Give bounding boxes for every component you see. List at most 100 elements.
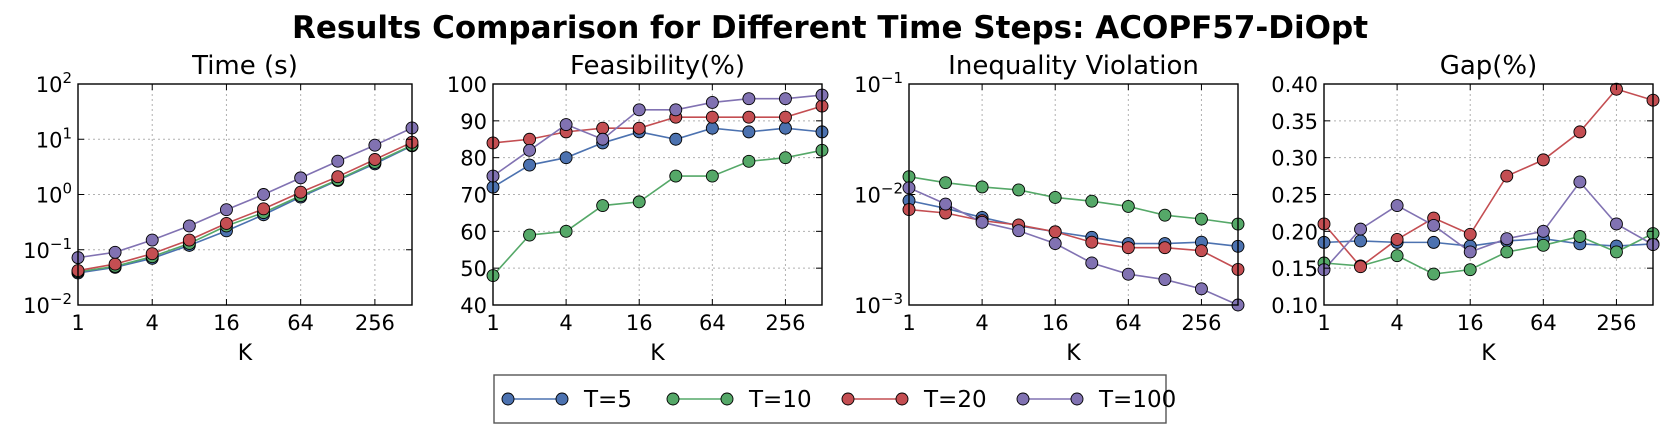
- legend-item-t-100: T=100: [1016, 387, 1176, 413]
- panel-inequality-violation: Inequality Violation 1 4 16 64 256 10−3 10−2 10−…: [854, 51, 1245, 366]
- point-t-100: [182, 219, 196, 233]
- point-t-10: [1048, 191, 1062, 204]
- point-t-20: [108, 257, 122, 271]
- point-t-10: [1158, 208, 1172, 222]
- point-t-20: [778, 110, 792, 124]
- point-t-100: [596, 132, 610, 146]
- point-t-100: [331, 154, 345, 168]
- series-line-t-5: [77, 145, 413, 274]
- point-t-10: [939, 176, 953, 190]
- x-tick-label: 16: [213, 311, 240, 335]
- point-t-100: [1048, 237, 1062, 250]
- y-tick-label: 40: [460, 294, 487, 318]
- point-t-100: [1390, 199, 1404, 213]
- panel-time-s: Time (s) 1 4 16 64 256 10−2 10−1 100 101 102 K: [23, 51, 419, 366]
- x-tick-label: 16: [1042, 311, 1069, 335]
- y-tick-label: 0.35: [1271, 110, 1318, 134]
- x-tick-label: 256: [355, 311, 395, 335]
- point-t-20: [182, 233, 196, 247]
- point-t-5: [523, 158, 537, 172]
- point-t-10: [1573, 230, 1587, 243]
- legend-label: T=10: [748, 387, 812, 413]
- point-t-100: [108, 245, 122, 259]
- point-t-10: [559, 224, 573, 238]
- legend-marker: [841, 392, 855, 406]
- legend-label: T=100: [1098, 387, 1176, 413]
- series-line-t-100: [1323, 180, 1654, 271]
- x-tick-label: 4: [559, 311, 572, 335]
- x-tick-label: 256: [1181, 311, 1221, 335]
- point-t-100: [1354, 222, 1368, 236]
- x-tick-label: 4: [146, 311, 159, 335]
- y-tick-label: 0.20: [1271, 220, 1318, 244]
- point-t-20: [523, 132, 537, 146]
- legend-marker: [555, 392, 569, 406]
- point-t-100: [1536, 224, 1550, 238]
- point-t-10: [1012, 183, 1026, 197]
- point-t-10: [1463, 263, 1477, 277]
- series-line-t-100: [492, 94, 823, 177]
- y-tick-label: 0.10: [1271, 294, 1318, 318]
- series-line-t-20: [492, 105, 823, 144]
- panel-title: Inequality Violation: [948, 51, 1199, 81]
- point-t-5: [669, 132, 683, 146]
- x-axis-label: K: [1066, 341, 1081, 366]
- series-line-t-5: [492, 127, 823, 188]
- point-t-100: [975, 215, 989, 229]
- legend-marker: [895, 392, 909, 406]
- point-t-10: [742, 154, 756, 168]
- y-tick-label: 10−1: [854, 69, 903, 97]
- y-tick-label: 10−3: [854, 290, 903, 318]
- point-t-10: [1609, 245, 1623, 259]
- point-t-20: [294, 185, 308, 199]
- point-t-20: [596, 121, 610, 135]
- x-tick-label: 1: [1317, 311, 1330, 335]
- y-tick-label: 60: [460, 220, 487, 244]
- x-tick-label: 1: [71, 311, 84, 335]
- plot-area: [1324, 84, 1653, 305]
- legend-label: T=5: [583, 387, 632, 413]
- point-t-5: [1354, 234, 1368, 248]
- x-tick-label: 16: [1457, 311, 1484, 335]
- y-tick-label: 100: [447, 73, 487, 97]
- panel-title: Time (s): [191, 51, 298, 81]
- panel-gap: Gap(%) 1 4 16 64 256 0.10 0.15 0.20 0.25 0.30 0.35 0…: [1271, 51, 1660, 366]
- panel-title: Gap(%): [1440, 51, 1538, 81]
- series-line-t-100: [908, 187, 1239, 306]
- y-tick-label: 0.40: [1271, 73, 1318, 97]
- point-t-100: [705, 95, 719, 109]
- point-t-10: [523, 228, 537, 242]
- point-t-20: [1194, 244, 1208, 258]
- y-tick-label: 10−1: [23, 235, 72, 263]
- point-t-20: [145, 247, 159, 261]
- point-t-100: [219, 203, 233, 217]
- y-tick-label: 90: [460, 110, 487, 134]
- point-t-20: [1463, 227, 1477, 241]
- point-t-100: [523, 143, 537, 157]
- point-t-20: [1085, 235, 1099, 249]
- point-t-5: [559, 151, 573, 165]
- point-t-5: [742, 125, 756, 139]
- y-tick-label: 70: [460, 184, 487, 208]
- chart-title: Results Comparison for Different Time St…: [292, 10, 1368, 46]
- y-tick-label: 102: [36, 69, 72, 97]
- x-axis-label: K: [650, 341, 665, 366]
- point-t-100: [939, 197, 953, 211]
- point-t-100: [1012, 224, 1026, 238]
- series-line-t-100: [77, 127, 413, 259]
- point-t-20: [705, 110, 719, 124]
- point-t-20: [219, 216, 233, 230]
- series-line-t-10: [77, 144, 413, 273]
- legend: T=5 T=10 T=20 T=100: [493, 374, 1176, 424]
- legend-item-t-10: T=10: [666, 387, 812, 413]
- point-t-5: [1427, 235, 1441, 249]
- point-t-5: [705, 121, 719, 135]
- x-axis-label: K: [238, 341, 253, 366]
- legend-item-t-5: T=5: [501, 387, 632, 413]
- point-t-10: [1194, 212, 1208, 226]
- point-t-20: [1048, 225, 1062, 239]
- point-t-100: [1085, 256, 1099, 270]
- point-t-10: [632, 195, 646, 209]
- series-line-t-20: [77, 141, 413, 272]
